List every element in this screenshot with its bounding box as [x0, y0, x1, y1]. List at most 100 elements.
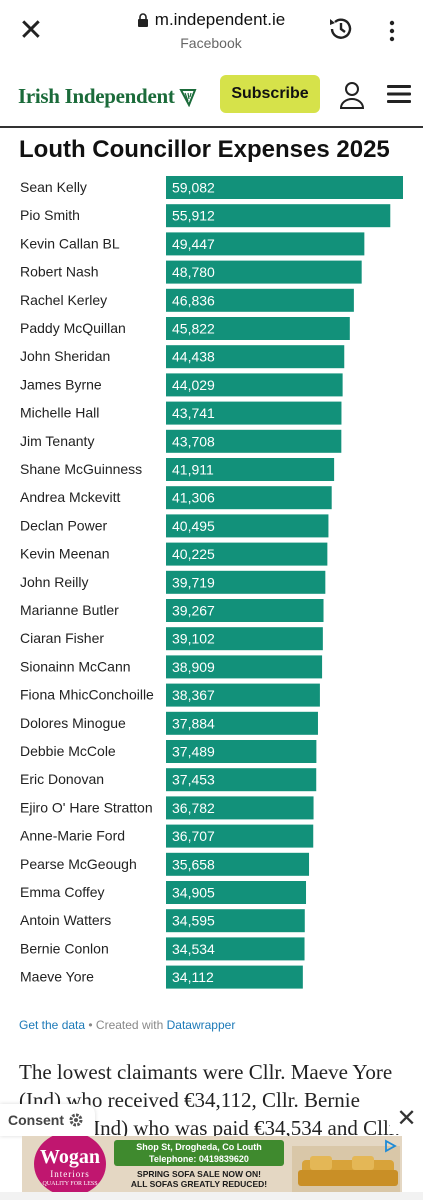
- bar: [166, 429, 342, 453]
- bar: [166, 288, 354, 312]
- category-label: John Reilly: [20, 574, 88, 590]
- menu-icon[interactable]: [386, 82, 412, 106]
- value-label: 44,029: [172, 377, 215, 393]
- value-label: 41,306: [172, 490, 215, 506]
- ad-promo-line1: SPRING SOFA SALE NOW ON!: [137, 1169, 261, 1179]
- gear-icon: [69, 1113, 83, 1127]
- value-label: 40,495: [172, 518, 215, 534]
- bar: [166, 176, 403, 199]
- ad-brand-tag: QUALITY FOR LESS: [42, 1181, 98, 1187]
- value-label: 34,112: [172, 969, 214, 985]
- value-label: 43,708: [172, 433, 215, 449]
- category-label: Ciaran Fisher: [20, 630, 104, 646]
- ad-choices-icon[interactable]: [382, 1138, 398, 1154]
- value-label: 39,102: [172, 631, 215, 647]
- close-icon[interactable]: ✕: [18, 14, 44, 47]
- category-label: Fiona MhicConchoille: [20, 687, 154, 703]
- get-data-link[interactable]: Get the data: [19, 1018, 86, 1032]
- value-label: 38,909: [172, 659, 215, 675]
- value-label: 39,267: [172, 603, 215, 619]
- ad-brand-logo: Wogan Interiors QUALITY FOR LESS: [34, 1136, 106, 1192]
- category-label: Declan Power: [20, 517, 107, 533]
- category-label: Marianne Butler: [20, 602, 119, 618]
- bar: [166, 909, 305, 933]
- category-label: Emma Coffey: [20, 884, 105, 900]
- bar: [166, 514, 329, 538]
- value-label: 46,836: [172, 292, 215, 308]
- value-label: 35,658: [172, 856, 215, 872]
- value-label: 40,225: [172, 546, 215, 562]
- consent-button[interactable]: Consent: [0, 1104, 95, 1136]
- lock-icon: [137, 13, 148, 27]
- ad-brand-sub: Interiors: [50, 1169, 90, 1179]
- bar-chart: Sean Kelly 59,082 Pio Smith 55,912 Kevin Cal…: [20, 176, 403, 989]
- ad-close-icon[interactable]: ✕: [390, 1104, 423, 1134]
- logo-text: Irish Independent: [18, 84, 175, 108]
- category-label: Pearse McGeough: [20, 856, 137, 872]
- category-label: Antoin Watters: [20, 912, 111, 928]
- value-label: 34,534: [172, 941, 215, 957]
- value-label: 41,911: [172, 462, 214, 478]
- category-label: Dolores Minogue: [20, 715, 126, 731]
- value-label: 34,905: [172, 885, 215, 901]
- category-label: Rachel Kerley: [20, 292, 107, 308]
- value-label: 36,707: [172, 828, 215, 844]
- value-label: 48,780: [172, 264, 215, 280]
- value-label: 37,884: [172, 715, 215, 731]
- category-label: Debbie McCole: [20, 743, 116, 759]
- category-label: Bernie Conlon: [20, 940, 109, 956]
- value-label: 43,741: [172, 405, 215, 421]
- url-text: m.independent.ie: [154, 10, 286, 29]
- bar: [166, 711, 318, 735]
- value-label: 45,822: [172, 321, 215, 337]
- category-label: Eric Donovan: [20, 771, 104, 787]
- history-icon[interactable]: [326, 14, 356, 44]
- ad-contact-box: Shop St, Drogheda, Co Louth Telephone: 0…: [114, 1140, 284, 1166]
- ad-address: Shop St, Drogheda, Co Louth: [136, 1142, 262, 1152]
- value-label: 37,489: [172, 744, 215, 760]
- category-label: John Sheridan: [20, 348, 110, 364]
- bar: [166, 599, 324, 622]
- category-label: Michelle Hall: [20, 405, 99, 421]
- bar: [166, 768, 317, 792]
- value-label: 34,595: [172, 913, 215, 929]
- site-logo[interactable]: Irish Independent: [18, 84, 197, 109]
- site-header: Irish Independent Subscribe: [0, 64, 423, 128]
- footer-separator: • Created with: [85, 1018, 167, 1032]
- user-icon[interactable]: [338, 80, 366, 110]
- category-label: Paddy McQuillan: [20, 320, 126, 336]
- category-label: Sionainn McCann: [20, 658, 131, 674]
- ad-brand: Wogan: [39, 1146, 101, 1168]
- consent-label: Consent: [8, 1112, 64, 1128]
- bar: [166, 401, 342, 425]
- bottom-strip: [0, 1192, 423, 1200]
- bar: [166, 740, 317, 763]
- value-label: 38,367: [172, 687, 215, 703]
- bar: [166, 570, 326, 594]
- category-label: Sean Kelly: [20, 179, 87, 195]
- value-label: 59,082: [172, 180, 215, 196]
- harp-icon: [178, 88, 197, 107]
- bar: [166, 260, 362, 284]
- advertisement-banner[interactable]: Wogan Interiors QUALITY FOR LESS Shop St…: [22, 1136, 402, 1192]
- sofa-image: [292, 1146, 400, 1192]
- category-label: Robert Nash: [20, 264, 99, 280]
- bar: [166, 345, 345, 369]
- category-label: Kevin Meenan: [20, 546, 110, 562]
- bar: [166, 232, 365, 256]
- category-label: Shane McGuinness: [20, 461, 142, 477]
- browser-toolbar: ✕ m.independent.ie Facebook: [0, 0, 423, 65]
- ad-promo: SPRING SOFA SALE NOW ON! ALL SOFAS GREAT…: [114, 1169, 284, 1189]
- subscribe-button[interactable]: Subscribe: [220, 75, 320, 113]
- category-label: Anne-Marie Ford: [20, 828, 125, 844]
- more-options-icon[interactable]: [380, 14, 404, 48]
- category-label: Ejiro O' Hare Stratton: [20, 799, 153, 815]
- address-bar[interactable]: m.independent.ie Facebook: [100, 10, 322, 51]
- bar: [166, 881, 307, 904]
- value-label: 55,912: [172, 208, 215, 224]
- bar: [166, 683, 320, 707]
- bar: [166, 542, 328, 566]
- datawrapper-link[interactable]: Datawrapper: [166, 1018, 236, 1032]
- chart-footer: Get the data • Created with Datawrapper: [19, 1018, 235, 1032]
- bar: [166, 317, 350, 340]
